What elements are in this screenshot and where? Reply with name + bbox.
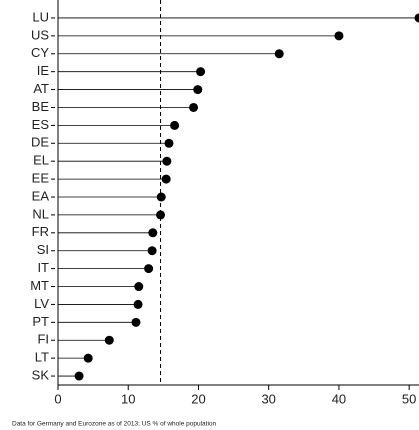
dot — [161, 174, 171, 184]
dot — [170, 120, 180, 130]
y-tick-label: AT — [33, 81, 49, 96]
x-tick-label: 30 — [261, 391, 275, 406]
y-tick-label: IT — [37, 260, 49, 275]
y-tick-label: FI — [37, 332, 49, 347]
y-tick-label: NL — [32, 206, 49, 221]
dot — [74, 371, 84, 381]
y-tick-label: SI — [37, 242, 49, 257]
dot — [196, 67, 206, 77]
y-tick-label: SK — [32, 367, 50, 382]
y-tick-label: US — [31, 27, 49, 42]
dot — [134, 282, 144, 292]
dot — [83, 353, 93, 363]
x-tick-label: 40 — [332, 391, 346, 406]
x-tick-label: 0 — [54, 391, 61, 406]
y-tick-label: EA — [32, 188, 50, 203]
y-tick-label: CY — [31, 45, 49, 60]
dot — [133, 299, 143, 309]
x-tick-label: 50 — [402, 391, 416, 406]
y-tick-label: FR — [32, 224, 49, 239]
y-tick-label: PT — [32, 314, 49, 329]
dot — [148, 228, 158, 238]
dot — [131, 317, 141, 327]
y-tick-label: LU — [32, 9, 49, 24]
dot — [334, 31, 344, 41]
dot — [414, 13, 419, 23]
dot — [104, 335, 114, 345]
dot — [274, 49, 284, 59]
y-tick-label: LV — [34, 296, 49, 311]
dot — [156, 192, 166, 202]
y-tick-label: MT — [30, 278, 49, 293]
y-tick-label: ES — [32, 117, 50, 132]
x-tick-label: 10 — [121, 391, 135, 406]
footnote: Data for Germany and Eurozone as of 2013… — [12, 421, 217, 428]
dot — [156, 210, 166, 220]
x-tick-label: 20 — [191, 391, 205, 406]
dot — [193, 85, 203, 95]
y-tick-label: LT — [35, 350, 49, 365]
y-tick-label: DE — [31, 135, 49, 150]
y-tick-label: EL — [33, 153, 49, 168]
dot — [144, 264, 154, 274]
y-tick-label: BE — [32, 99, 50, 114]
dot — [147, 246, 157, 256]
y-tick-label: EE — [32, 171, 50, 186]
dot — [189, 102, 199, 112]
dot — [162, 156, 172, 166]
y-tick-label: IE — [37, 63, 50, 78]
dot — [164, 138, 174, 148]
